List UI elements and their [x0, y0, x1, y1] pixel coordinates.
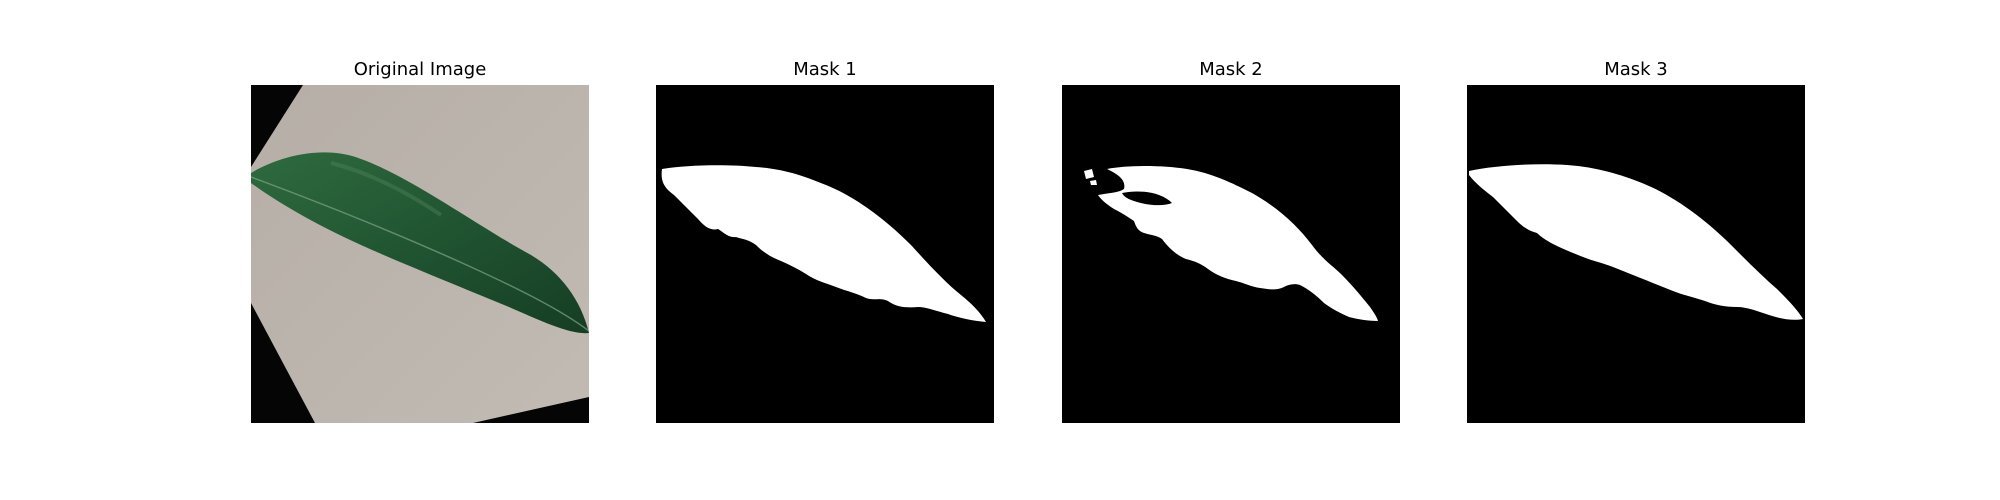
panel-title: Mask 1	[793, 59, 857, 80]
panel-mask-1: Mask 1	[656, 57, 994, 455]
mask-speck	[1090, 180, 1097, 185]
original-image	[251, 85, 589, 423]
panel-mask-2: Mask 2	[1062, 57, 1400, 455]
mask-speck	[1084, 169, 1094, 179]
panel-title: Mask 2	[1199, 59, 1263, 80]
mask-foreground	[1469, 164, 1803, 320]
leaf-shape	[251, 152, 589, 334]
mask-foreground	[1098, 166, 1378, 321]
panel-title: Mask 3	[1604, 59, 1668, 80]
mask-hole	[1122, 191, 1172, 206]
panel-mask-3: Mask 3	[1467, 57, 1805, 455]
mask-2-image	[1062, 85, 1400, 423]
panel-title: Original Image	[353, 59, 487, 80]
leaf-highlight	[330, 161, 443, 217]
panel-original-image: Original Image	[251, 57, 589, 455]
leaf-vein	[251, 176, 589, 332]
mask-foreground	[661, 165, 986, 322]
mask-1-image	[656, 85, 994, 423]
mask-3-image	[1467, 85, 1805, 423]
